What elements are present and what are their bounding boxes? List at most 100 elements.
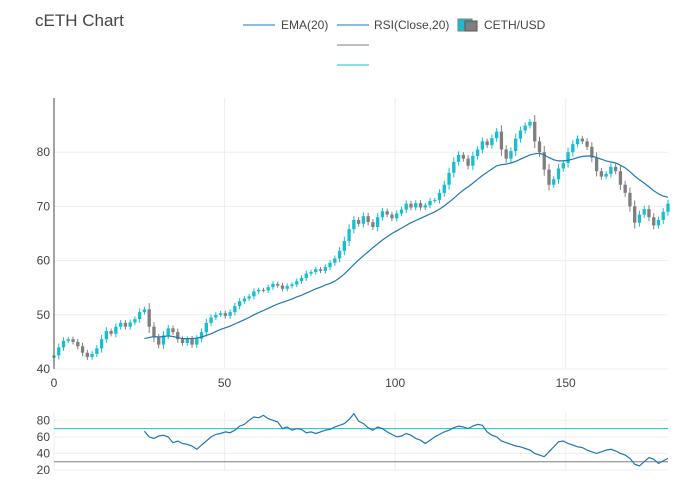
candle[interactable] — [247, 293, 251, 301]
ema-line[interactable] — [144, 152, 669, 340]
candle[interactable] — [99, 334, 104, 353]
candle[interactable] — [333, 255, 337, 266]
candles[interactable] — [52, 115, 670, 361]
candle[interactable] — [323, 264, 327, 274]
candle[interactable] — [252, 288, 256, 300]
candle[interactable] — [61, 337, 66, 351]
candle[interactable] — [304, 270, 308, 281]
candle[interactable] — [195, 335, 199, 348]
candle[interactable] — [214, 312, 218, 321]
candle[interactable] — [518, 126, 523, 143]
candle[interactable] — [642, 205, 646, 218]
candle[interactable] — [352, 215, 356, 234]
candle[interactable] — [176, 328, 180, 343]
candle[interactable] — [666, 199, 670, 216]
candle[interactable] — [533, 115, 537, 149]
candle[interactable] — [128, 319, 132, 330]
candle[interactable] — [618, 165, 623, 191]
candle[interactable] — [390, 211, 394, 222]
candle[interactable] — [209, 314, 213, 327]
candle[interactable] — [223, 310, 228, 319]
candle[interactable] — [623, 180, 627, 197]
candle[interactable] — [409, 200, 413, 211]
candle[interactable] — [285, 283, 289, 292]
candle[interactable] — [185, 336, 189, 346]
candle[interactable] — [85, 349, 89, 361]
candle[interactable] — [494, 128, 499, 142]
candle[interactable] — [271, 281, 275, 290]
candle[interactable] — [423, 202, 427, 210]
candle[interactable] — [261, 287, 266, 293]
rsi-line[interactable] — [143, 412, 669, 467]
candle[interactable] — [418, 200, 423, 211]
ema-line-group[interactable] — [144, 152, 669, 340]
candle[interactable] — [571, 140, 575, 157]
candle[interactable] — [90, 351, 94, 360]
candle[interactable] — [414, 200, 418, 211]
candle[interactable] — [633, 200, 637, 229]
candle[interactable] — [556, 163, 561, 184]
candle[interactable] — [123, 320, 128, 330]
legend[interactable]: EMA(20) RSI(Close,20) CETH/USD — [243, 18, 546, 66]
candle[interactable] — [628, 187, 632, 212]
candle[interactable] — [80, 342, 85, 357]
candle[interactable] — [295, 278, 299, 288]
candle[interactable] — [504, 145, 508, 163]
candle[interactable] — [656, 216, 661, 229]
candle[interactable] — [76, 338, 80, 350]
candle[interactable] — [161, 331, 166, 349]
candle[interactable] — [266, 284, 270, 294]
candle[interactable] — [580, 136, 584, 144]
candle[interactable] — [233, 302, 237, 316]
candle[interactable] — [604, 171, 608, 180]
candle[interactable] — [542, 145, 546, 176]
candle[interactable] — [380, 207, 385, 221]
candle[interactable] — [585, 138, 589, 151]
candle[interactable] — [157, 333, 161, 349]
candle[interactable] — [652, 213, 656, 230]
candle[interactable] — [314, 266, 318, 275]
candle[interactable] — [442, 180, 446, 197]
candle[interactable] — [218, 310, 223, 318]
candle[interactable] — [199, 328, 204, 343]
candle[interactable] — [375, 212, 380, 232]
candle[interactable] — [437, 189, 442, 204]
candle[interactable] — [490, 134, 494, 149]
candle[interactable] — [471, 151, 475, 171]
candle[interactable] — [328, 259, 332, 271]
candle[interactable] — [428, 197, 432, 209]
legend-item-ceth[interactable]: CETH/USD — [457, 18, 546, 32]
candle[interactable] — [299, 275, 304, 284]
candle[interactable] — [180, 336, 185, 346]
candle[interactable] — [509, 147, 513, 163]
candle[interactable] — [480, 137, 485, 154]
candle[interactable] — [523, 122, 527, 134]
candle[interactable] — [109, 328, 113, 337]
candle[interactable] — [456, 151, 461, 166]
candle[interactable] — [276, 281, 280, 288]
candle[interactable] — [147, 303, 151, 333]
candle[interactable] — [371, 219, 375, 231]
candle[interactable] — [485, 138, 489, 148]
candle[interactable] — [228, 309, 232, 319]
candle[interactable] — [347, 224, 351, 246]
legend-item-rsi[interactable]: RSI(Close,20) — [337, 18, 449, 32]
candle[interactable] — [242, 295, 247, 304]
candle[interactable] — [104, 327, 109, 344]
candle[interactable] — [475, 145, 480, 160]
candle[interactable] — [575, 135, 580, 148]
candle[interactable] — [257, 287, 261, 294]
candle[interactable] — [114, 323, 118, 338]
candle[interactable] — [361, 212, 366, 228]
candle[interactable] — [514, 133, 518, 157]
candle[interactable] — [613, 163, 618, 175]
candle[interactable] — [57, 343, 61, 360]
candle[interactable] — [95, 345, 99, 358]
candle[interactable] — [152, 322, 156, 343]
candle[interactable] — [452, 157, 456, 178]
candle[interactable] — [71, 336, 75, 345]
candle[interactable] — [661, 207, 665, 224]
candle[interactable] — [290, 282, 294, 289]
candle[interactable] — [385, 208, 389, 218]
candle[interactable] — [461, 152, 465, 162]
